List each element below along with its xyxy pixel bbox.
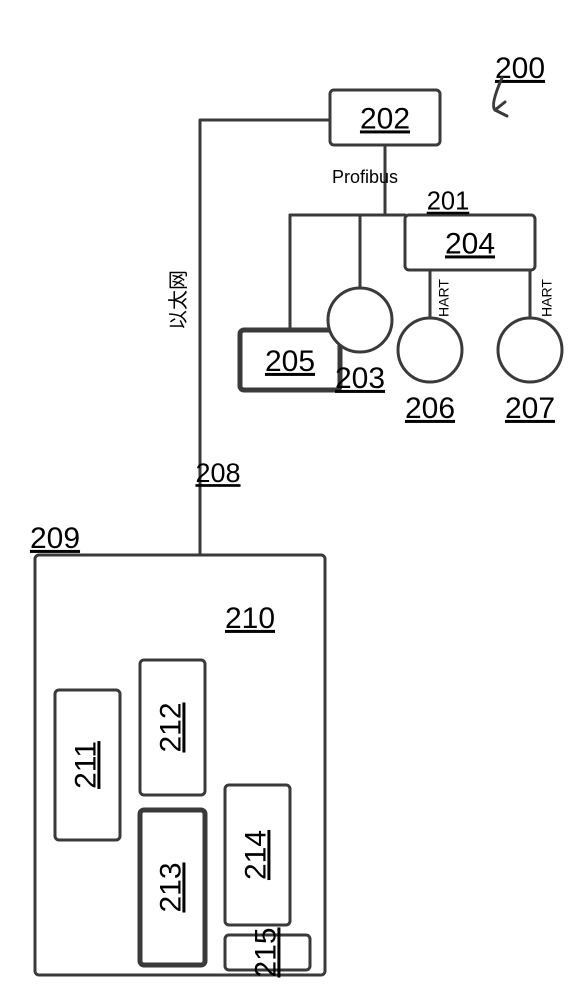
label-hart-1: HART	[539, 279, 555, 317]
label-profibus: Profibus	[332, 167, 398, 187]
label-208: 208	[195, 458, 240, 488]
label-n206: 206	[405, 392, 455, 425]
label-201: 201	[427, 188, 470, 216]
label-n209: 209	[30, 522, 80, 555]
diagram-canvas: 202 204 205 203 206 207 209 210 211 212 213 214 215 P…	[0, 0, 584, 1000]
node-n206	[398, 318, 462, 382]
node-n207	[498, 318, 562, 382]
label-ethernet: 以太网	[167, 270, 190, 330]
label-n207: 207	[505, 392, 555, 425]
label-n202: 202	[360, 102, 410, 135]
label-n203: 203	[335, 362, 385, 395]
label-hart-0: HART	[436, 279, 452, 317]
node-n203	[328, 288, 392, 352]
label-n210: 210	[225, 602, 275, 635]
label-n215: 215	[249, 927, 282, 977]
label-n211: 211	[69, 741, 102, 789]
label-n205: 205	[265, 345, 315, 378]
label-n214: 214	[239, 830, 272, 880]
label-n213: 213	[154, 862, 187, 912]
label-n204: 204	[445, 227, 495, 260]
label-n212: 212	[154, 702, 187, 752]
